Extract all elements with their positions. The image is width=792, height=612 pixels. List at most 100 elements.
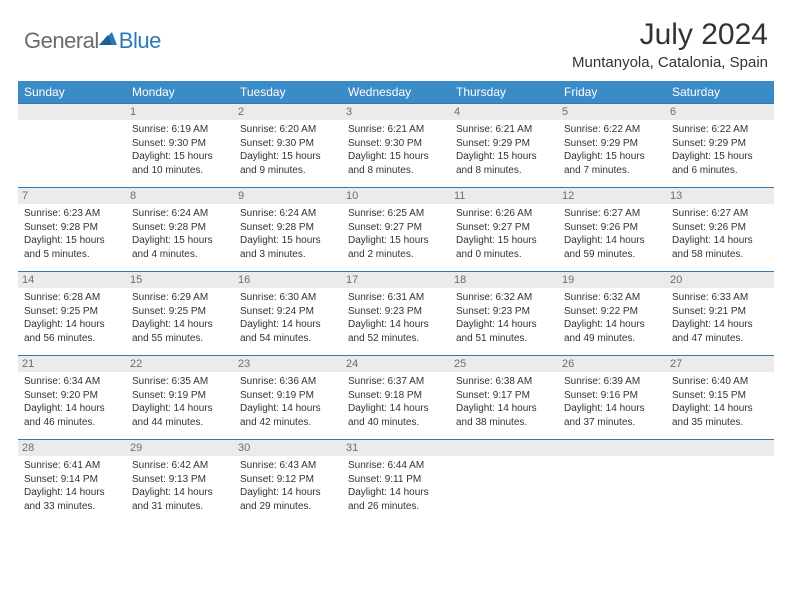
sunset-text: Sunset: 9:12 PM xyxy=(240,473,336,487)
sunset-text: Sunset: 9:29 PM xyxy=(456,137,552,151)
daylight-text: Daylight: 14 hours and 37 minutes. xyxy=(564,402,660,429)
day-number: 31 xyxy=(342,440,450,456)
daylight-text: Daylight: 14 hours and 29 minutes. xyxy=(240,486,336,513)
calendar-week-row: 14Sunrise: 6:28 AMSunset: 9:25 PMDayligh… xyxy=(18,272,774,356)
day-details: Sunrise: 6:41 AMSunset: 9:14 PMDaylight:… xyxy=(24,459,120,513)
empty-day-header xyxy=(450,440,558,456)
sunset-text: Sunset: 9:25 PM xyxy=(24,305,120,319)
daylight-text: Daylight: 15 hours and 0 minutes. xyxy=(456,234,552,261)
day-details: Sunrise: 6:27 AMSunset: 9:26 PMDaylight:… xyxy=(672,207,768,261)
logo-text-blue: Blue xyxy=(119,28,161,54)
logo-triangle-icon xyxy=(99,29,117,45)
sunset-text: Sunset: 9:15 PM xyxy=(672,389,768,403)
day-number: 29 xyxy=(126,440,234,456)
calendar-day-cell: 26Sunrise: 6:39 AMSunset: 9:16 PMDayligh… xyxy=(558,356,666,440)
calendar-day-cell: 24Sunrise: 6:37 AMSunset: 9:18 PMDayligh… xyxy=(342,356,450,440)
daylight-text: Daylight: 14 hours and 40 minutes. xyxy=(348,402,444,429)
sunrise-text: Sunrise: 6:40 AM xyxy=(672,375,768,389)
sunset-text: Sunset: 9:18 PM xyxy=(348,389,444,403)
daylight-text: Daylight: 14 hours and 38 minutes. xyxy=(456,402,552,429)
title-block: July 2024 Muntanyola, Catalonia, Spain xyxy=(572,18,768,71)
sunset-text: Sunset: 9:23 PM xyxy=(348,305,444,319)
daylight-text: Daylight: 14 hours and 44 minutes. xyxy=(132,402,228,429)
sunset-text: Sunset: 9:25 PM xyxy=(132,305,228,319)
sunrise-text: Sunrise: 6:28 AM xyxy=(24,291,120,305)
day-number: 5 xyxy=(558,104,666,120)
sunset-text: Sunset: 9:23 PM xyxy=(456,305,552,319)
empty-day-header xyxy=(18,104,126,120)
calendar-day-cell: 12Sunrise: 6:27 AMSunset: 9:26 PMDayligh… xyxy=(558,188,666,272)
calendar-day-cell: 5 Sunrise: 6:22 AMSunset: 9:29 PMDaylight… xyxy=(558,104,666,188)
sunset-text: Sunset: 9:13 PM xyxy=(132,473,228,487)
sunset-text: Sunset: 9:26 PM xyxy=(564,221,660,235)
calendar-day-cell: 28Sunrise: 6:41 AMSunset: 9:14 PMDayligh… xyxy=(18,440,126,524)
day-details: Sunrise: 6:32 AMSunset: 9:22 PMDaylight:… xyxy=(564,291,660,345)
calendar-day-cell: 20Sunrise: 6:33 AMSunset: 9:21 PMDayligh… xyxy=(666,272,774,356)
daylight-text: Daylight: 15 hours and 10 minutes. xyxy=(132,150,228,177)
daylight-text: Daylight: 14 hours and 47 minutes. xyxy=(672,318,768,345)
day-number: 23 xyxy=(234,356,342,372)
day-details: Sunrise: 6:22 AMSunset: 9:29 PMDaylight:… xyxy=(672,123,768,177)
sunrise-text: Sunrise: 6:34 AM xyxy=(24,375,120,389)
day-details: Sunrise: 6:36 AMSunset: 9:19 PMDaylight:… xyxy=(240,375,336,429)
daylight-text: Daylight: 15 hours and 8 minutes. xyxy=(348,150,444,177)
daylight-text: Daylight: 14 hours and 51 minutes. xyxy=(456,318,552,345)
day-number: 19 xyxy=(558,272,666,288)
day-number: 21 xyxy=(18,356,126,372)
calendar-week-row: 7Sunrise: 6:23 AMSunset: 9:28 PMDaylight… xyxy=(18,188,774,272)
sunset-text: Sunset: 9:30 PM xyxy=(240,137,336,151)
daylight-text: Daylight: 14 hours and 54 minutes. xyxy=(240,318,336,345)
sunrise-text: Sunrise: 6:27 AM xyxy=(672,207,768,221)
sunrise-text: Sunrise: 6:20 AM xyxy=(240,123,336,137)
day-number: 14 xyxy=(18,272,126,288)
calendar-table: Sunday Monday Tuesday Wednesday Thursday… xyxy=(18,81,774,524)
sunrise-text: Sunrise: 6:25 AM xyxy=(348,207,444,221)
sunrise-text: Sunrise: 6:38 AM xyxy=(456,375,552,389)
calendar-day-cell: 30Sunrise: 6:43 AMSunset: 9:12 PMDayligh… xyxy=(234,440,342,524)
day-details: Sunrise: 6:23 AMSunset: 9:28 PMDaylight:… xyxy=(24,207,120,261)
day-of-week-row: Sunday Monday Tuesday Wednesday Thursday… xyxy=(18,81,774,104)
daylight-text: Daylight: 14 hours and 46 minutes. xyxy=(24,402,120,429)
daylight-text: Daylight: 15 hours and 2 minutes. xyxy=(348,234,444,261)
day-details: Sunrise: 6:42 AMSunset: 9:13 PMDaylight:… xyxy=(132,459,228,513)
sunrise-text: Sunrise: 6:43 AM xyxy=(240,459,336,473)
day-details: Sunrise: 6:22 AMSunset: 9:29 PMDaylight:… xyxy=(564,123,660,177)
daylight-text: Daylight: 14 hours and 55 minutes. xyxy=(132,318,228,345)
day-number: 26 xyxy=(558,356,666,372)
sunset-text: Sunset: 9:24 PM xyxy=(240,305,336,319)
day-number: 6 xyxy=(666,104,774,120)
day-details: Sunrise: 6:20 AMSunset: 9:30 PMDaylight:… xyxy=(240,123,336,177)
day-number: 9 xyxy=(234,188,342,204)
calendar-week-row: 1 Sunrise: 6:19 AM Sunset: 9:30 PM Daylight… xyxy=(18,104,774,188)
sunrise-text: Sunrise: 6:19 AM xyxy=(132,123,228,137)
day-number: 16 xyxy=(234,272,342,288)
empty-day-header xyxy=(558,440,666,456)
sunset-text: Sunset: 9:14 PM xyxy=(24,473,120,487)
calendar-day-cell: 8Sunrise: 6:24 AMSunset: 9:28 PMDaylight… xyxy=(126,188,234,272)
calendar-day-cell: 16 Sunrise: 6:30 AMSunset: 9:24 PMDayligh… xyxy=(234,272,342,356)
sunrise-text: Sunrise: 6:42 AM xyxy=(132,459,228,473)
logo-text-general: General xyxy=(24,28,99,54)
calendar-day-cell: 18Sunrise: 6:32 AMSunset: 9:23 PMDayligh… xyxy=(450,272,558,356)
sunrise-text: Sunrise: 6:44 AM xyxy=(348,459,444,473)
sunset-text: Sunset: 9:16 PM xyxy=(564,389,660,403)
sunrise-text: Sunrise: 6:36 AM xyxy=(240,375,336,389)
sunrise-text: Sunrise: 6:33 AM xyxy=(672,291,768,305)
day-details: Sunrise: 6:37 AMSunset: 9:18 PMDaylight:… xyxy=(348,375,444,429)
calendar-day-cell xyxy=(558,440,666,524)
calendar-day-cell: 17Sunrise: 6:31 AMSunset: 9:23 PMDayligh… xyxy=(342,272,450,356)
day-number: 1 xyxy=(126,104,234,120)
day-number: 12 xyxy=(558,188,666,204)
calendar-day-cell xyxy=(666,440,774,524)
day-details: Sunrise: 6:30 AMSunset: 9:24 PMDaylight:… xyxy=(240,291,336,345)
day-number: 22 xyxy=(126,356,234,372)
day-number: 4 xyxy=(450,104,558,120)
day-number: 8 xyxy=(126,188,234,204)
sunset-text: Sunset: 9:28 PM xyxy=(240,221,336,235)
day-details: Sunrise: 6:32 AMSunset: 9:23 PMDaylight:… xyxy=(456,291,552,345)
sunrise-text: Sunrise: 6:23 AM xyxy=(24,207,120,221)
calendar-day-cell: 4Sunrise: 6:21 AMSunset: 9:29 PMDaylight… xyxy=(450,104,558,188)
calendar-day-cell: 23 Sunrise: 6:36 AMSunset: 9:19 PMDayligh… xyxy=(234,356,342,440)
day-details: Sunrise: 6:25 AMSunset: 9:27 PMDaylight:… xyxy=(348,207,444,261)
calendar-day-cell: 1Sunrise: 6:19 AMSunset: 9:30 PMDaylight… xyxy=(126,104,234,188)
